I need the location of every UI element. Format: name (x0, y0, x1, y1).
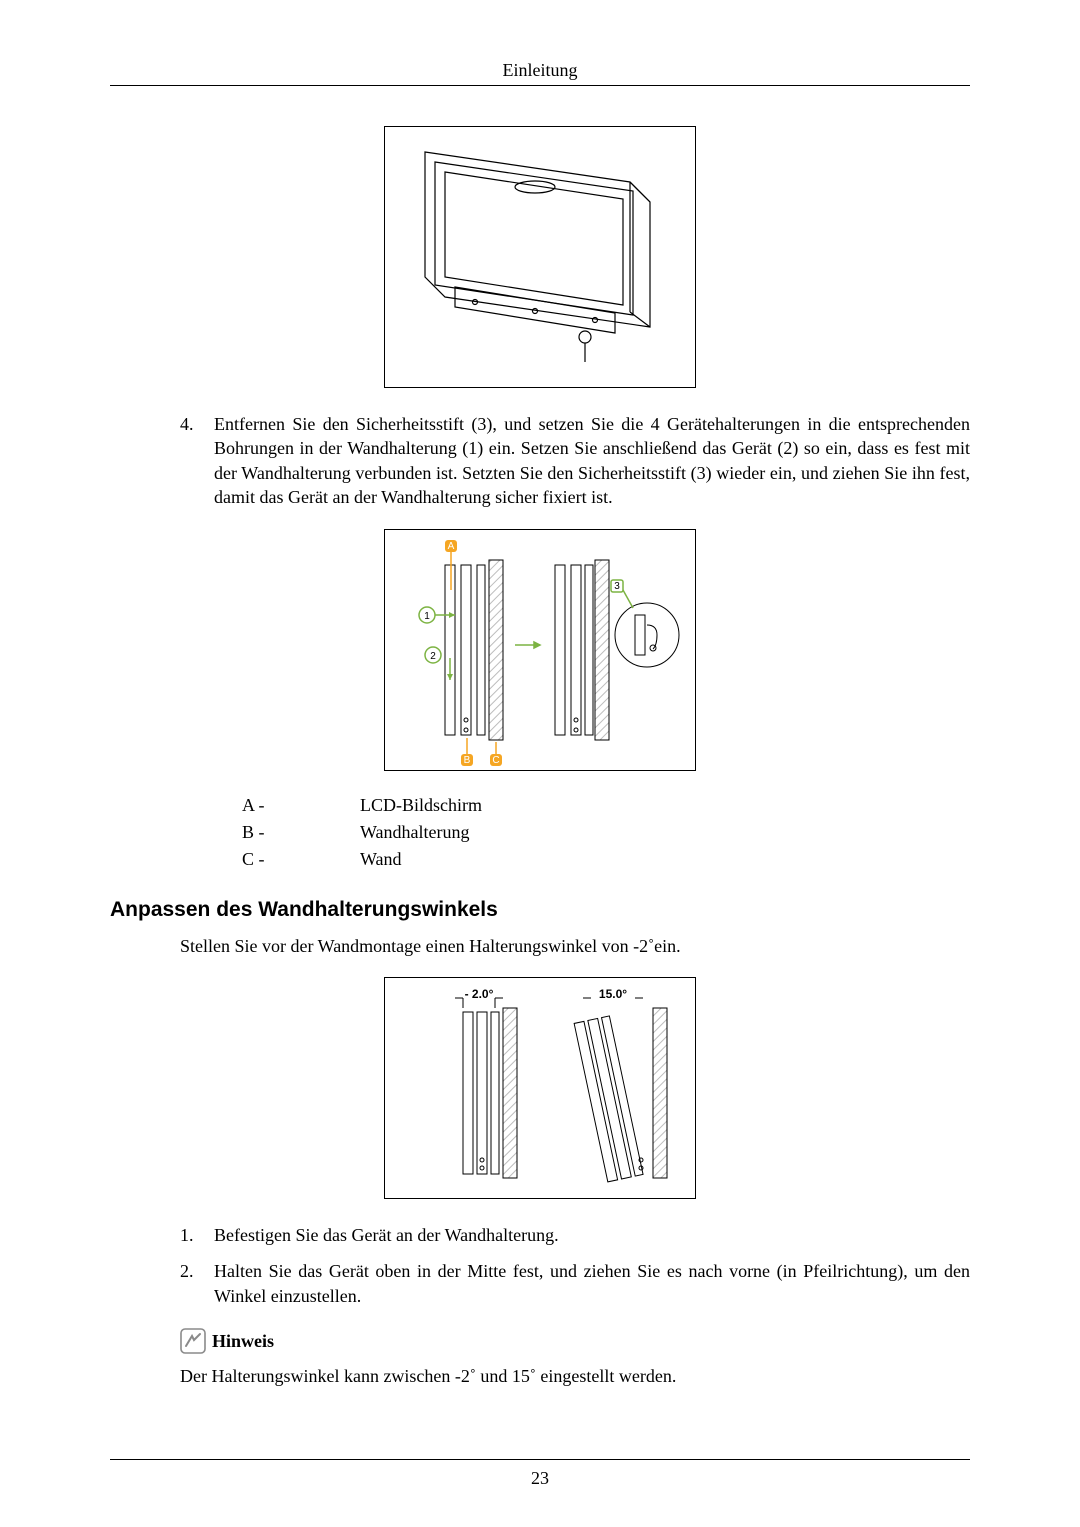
page-footer: 23 (110, 1459, 970, 1489)
note-block: Hinweis (180, 1328, 970, 1354)
legend-key: B - (242, 822, 360, 843)
legend-key: C - (242, 849, 360, 870)
figure-angles: - 2.0° 15.0° (110, 977, 970, 1203)
svg-text:C: C (492, 755, 499, 766)
legend-value: LCD-Bildschirm (360, 795, 482, 816)
figure-callouts: A B C 1 2 (110, 529, 970, 775)
list-step-4: 4. Entfernen Sie den Sicherheitsstift (3… (180, 412, 970, 509)
legend-value: Wand (360, 849, 402, 870)
figure-tv-mount (110, 126, 970, 392)
svg-text:B: B (464, 755, 471, 766)
legend-row-b: B - Wandhalterung (242, 822, 970, 843)
page-number: 23 (531, 1468, 549, 1488)
svg-text:- 2.0°: - 2.0° (465, 987, 494, 1001)
step-text: Halten Sie das Gerät oben in der Mitte f… (214, 1259, 970, 1308)
note-text: Der Halterungswinkel kann zwischen -2˚ u… (180, 1366, 970, 1387)
svg-text:2: 2 (430, 651, 436, 662)
note-icon (180, 1328, 206, 1354)
page-header: Einleitung (110, 60, 970, 86)
section-intro: Stellen Sie vor der Wandmontage einen Ha… (180, 936, 970, 957)
note-label: Hinweis (212, 1331, 274, 1352)
header-title: Einleitung (503, 60, 578, 80)
svg-text:A: A (448, 541, 455, 552)
section-heading: Anpassen des Wandhalterungswinkels (110, 898, 970, 922)
svg-text:1: 1 (424, 611, 430, 622)
step-text: Befestigen Sie das Gerät an der Wandhalt… (214, 1223, 970, 1247)
step-text: Entfernen Sie den Sicherheitsstift (3), … (214, 412, 970, 509)
svg-text:3: 3 (614, 581, 620, 592)
legend-row-c: C - Wand (242, 849, 970, 870)
svg-text:15.0°: 15.0° (599, 987, 627, 1001)
step-number: 1. (180, 1223, 214, 1247)
step-number: 2. (180, 1259, 214, 1308)
step-number: 4. (180, 412, 214, 509)
list-step-1: 1. Befestigen Sie das Gerät an der Wandh… (180, 1223, 970, 1247)
legend-table: A - LCD-Bildschirm B - Wandhalterung C -… (242, 795, 970, 870)
legend-key: A - (242, 795, 360, 816)
legend-row-a: A - LCD-Bildschirm (242, 795, 970, 816)
legend-value: Wandhalterung (360, 822, 470, 843)
list-step-2: 2. Halten Sie das Gerät oben in der Mitt… (180, 1259, 970, 1308)
